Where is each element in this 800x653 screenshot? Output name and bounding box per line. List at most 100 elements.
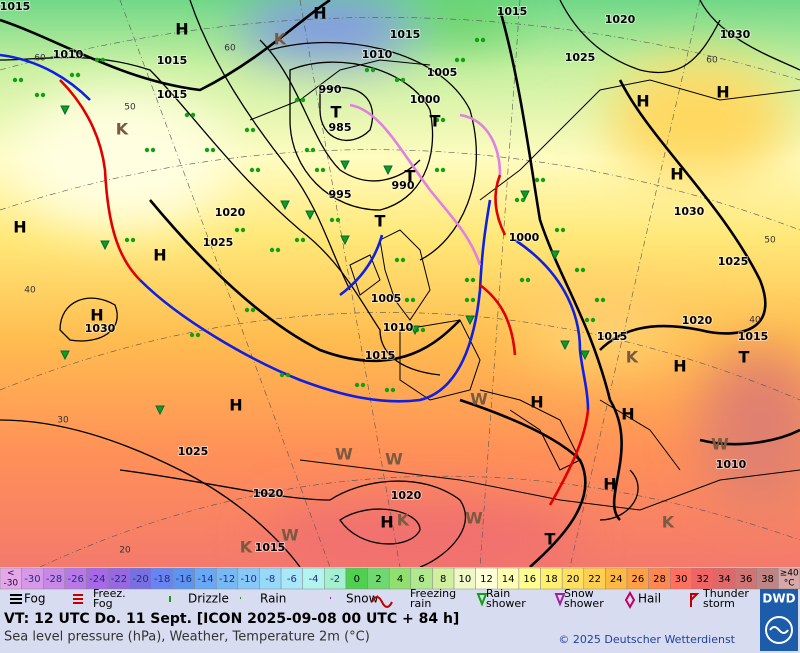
rain-dot bbox=[540, 177, 546, 183]
pressure-center: H bbox=[153, 246, 166, 265]
pressure-center: T bbox=[331, 103, 342, 122]
scale-label: -18 bbox=[154, 574, 170, 585]
scale-label: 20 bbox=[567, 574, 580, 585]
rain-dot bbox=[12, 77, 18, 83]
rain-dot bbox=[520, 197, 526, 203]
rain-dot bbox=[294, 237, 300, 243]
scale-label: °C bbox=[784, 579, 795, 589]
latitude-label: 60 bbox=[34, 54, 46, 64]
scale-label: 24 bbox=[610, 574, 623, 585]
isobar-label: 1005 bbox=[371, 292, 402, 305]
pressure-center: H bbox=[603, 475, 616, 494]
latitude-label: 40 bbox=[24, 286, 36, 296]
rain-dot bbox=[94, 57, 100, 63]
latitude-label: 30 bbox=[57, 416, 69, 426]
isobar-label: 1030 bbox=[674, 205, 705, 218]
rain-dot bbox=[460, 57, 466, 63]
rain-dot bbox=[304, 147, 310, 153]
pressure-center: H bbox=[229, 396, 242, 415]
rain-dot bbox=[269, 247, 275, 253]
pressure-center: H bbox=[175, 20, 188, 39]
rain-dot bbox=[320, 167, 326, 173]
legend-label: shower bbox=[564, 597, 604, 610]
scale-label: 32 bbox=[696, 574, 709, 585]
legend-icon bbox=[371, 596, 393, 608]
pressure-center: W bbox=[470, 390, 488, 409]
pressure-center: W bbox=[711, 435, 729, 454]
rain-dot bbox=[190, 112, 196, 118]
rain-dot bbox=[75, 72, 81, 78]
isobar-label: 1010 bbox=[53, 48, 84, 61]
rain-dot bbox=[310, 147, 316, 153]
rain-dot bbox=[434, 117, 440, 123]
rain-dot bbox=[440, 117, 446, 123]
fronts bbox=[0, 53, 590, 506]
shower bbox=[465, 315, 475, 326]
shower bbox=[410, 325, 420, 336]
weather-legend: Fog Freez.Fog Drizzle Rain Snow FreezingrainR… bbox=[10, 587, 749, 610]
isobar-label: 1015 bbox=[390, 28, 421, 41]
pressure-center: H bbox=[621, 405, 634, 424]
pressure-center: W bbox=[281, 526, 299, 545]
isobar-label: 995 bbox=[329, 188, 352, 201]
rain-dot bbox=[210, 147, 216, 153]
pressure-center: T bbox=[430, 112, 441, 131]
rain-dot bbox=[249, 167, 255, 173]
rain-dot bbox=[195, 332, 201, 338]
legend-label: Fog bbox=[93, 597, 113, 610]
legend: <-30 -30 -28 -26 -24 -22 -20 -18 -16 -14 -12 -10 -8-… bbox=[0, 567, 800, 653]
isobar-label: 1015 bbox=[497, 5, 528, 18]
isobar-label: 990 bbox=[392, 179, 415, 192]
legend-label: Hail bbox=[638, 592, 661, 606]
map-labels: 1015 1010 1015 1015 1015 1010 1005 1000 990 985 99… bbox=[0, 0, 776, 557]
logo-box bbox=[760, 589, 798, 651]
isobar-label: 1025 bbox=[718, 255, 749, 268]
logo-icon bbox=[765, 616, 793, 644]
rain-dot bbox=[590, 317, 596, 323]
pressure-center: H bbox=[530, 393, 543, 412]
isobars bbox=[0, 0, 800, 568]
pressure-center: H bbox=[673, 357, 686, 376]
rain-dot bbox=[184, 112, 190, 118]
rain-dot bbox=[470, 297, 476, 303]
pressure-center: K bbox=[397, 511, 410, 530]
legend-label: Rain bbox=[486, 587, 510, 600]
scale-label: -22 bbox=[111, 574, 127, 585]
scale-label: -26 bbox=[68, 574, 84, 585]
legend-icon bbox=[554, 593, 566, 607]
pressure-center: H bbox=[380, 513, 393, 532]
rain-dot bbox=[204, 147, 210, 153]
pressure-center: T bbox=[739, 348, 750, 367]
shower bbox=[155, 405, 165, 416]
shower bbox=[305, 210, 315, 221]
scale-label: 28 bbox=[653, 574, 666, 585]
scale-label: -6 bbox=[287, 574, 297, 585]
shower bbox=[60, 105, 70, 116]
rain-dot bbox=[574, 267, 580, 273]
scale-label: -20 bbox=[132, 574, 148, 585]
rain-dot bbox=[470, 277, 476, 283]
scale-label: -16 bbox=[176, 574, 192, 585]
scale-label: 38 bbox=[761, 574, 774, 585]
legend-icon bbox=[624, 590, 636, 610]
shower bbox=[100, 240, 110, 251]
scale-label: -12 bbox=[219, 574, 235, 585]
scale-label: 18 bbox=[545, 574, 558, 585]
legend-icon bbox=[10, 594, 22, 604]
rain-dot bbox=[314, 167, 320, 173]
scale-label: 0 bbox=[354, 574, 360, 585]
legend-label: Drizzle bbox=[188, 592, 229, 606]
rain-dot bbox=[40, 92, 46, 98]
pressure-center: W bbox=[385, 450, 403, 469]
temperature-scale: <-30 -30 -28 -26 -24 -22 -20 -18 -16 -14 -12 -10 -8-… bbox=[0, 567, 800, 590]
isobar-label: 1015 bbox=[365, 349, 396, 362]
rain-dot bbox=[124, 237, 130, 243]
rain-dot bbox=[434, 167, 440, 173]
legend-label: storm bbox=[703, 597, 735, 610]
scale-label: 4 bbox=[397, 574, 403, 585]
rain-dot bbox=[580, 267, 586, 273]
rain-dot bbox=[394, 77, 400, 83]
legend-label: rain bbox=[410, 597, 431, 610]
scale-label: -30 bbox=[3, 579, 18, 589]
rain-dot bbox=[100, 57, 106, 63]
